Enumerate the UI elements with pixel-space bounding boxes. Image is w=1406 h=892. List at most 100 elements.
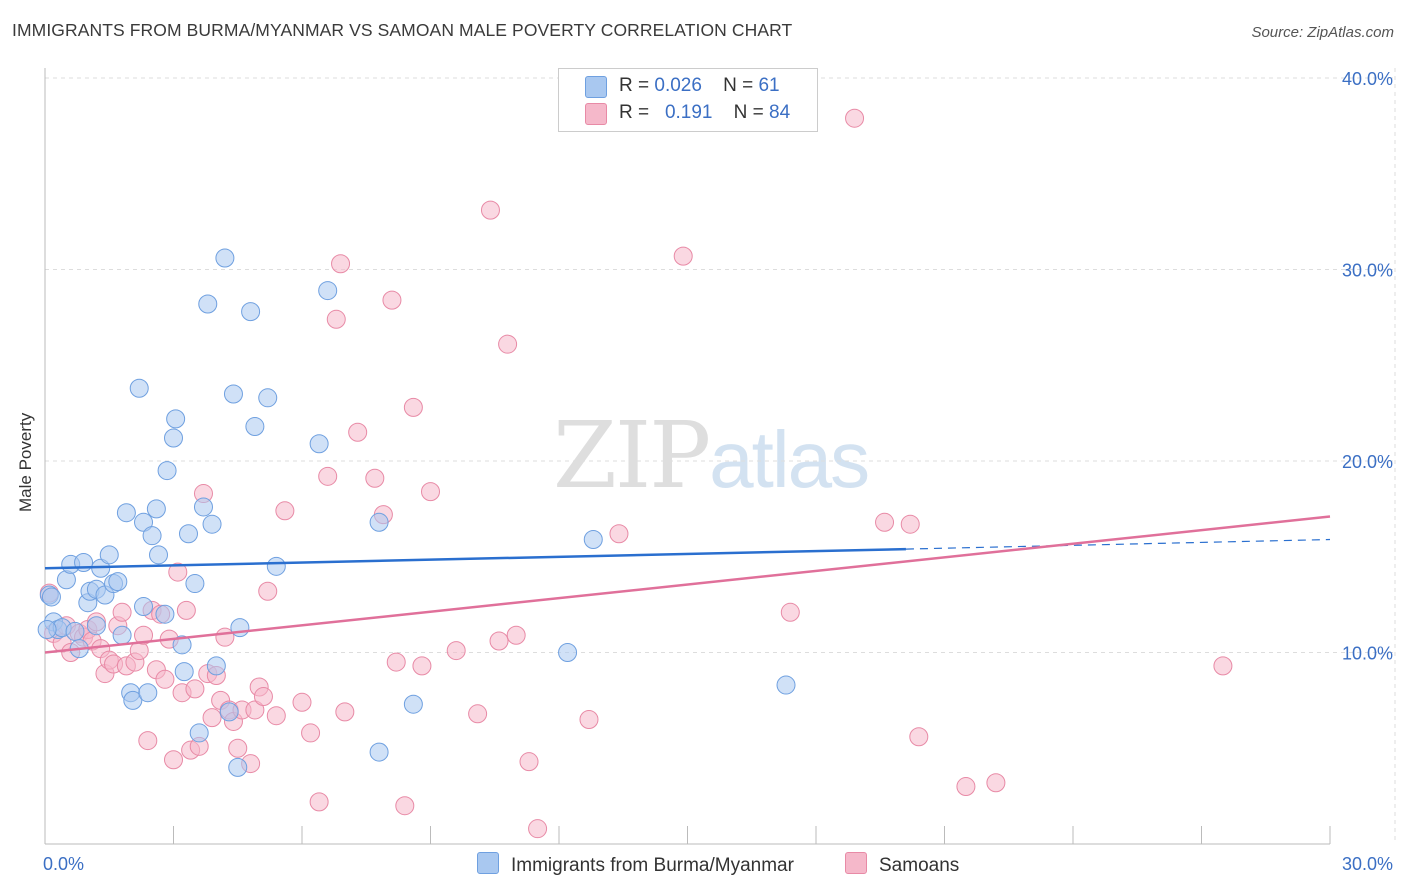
samoans-point [403, 397, 423, 417]
y-tick-label: 30.0% [1342, 261, 1393, 281]
burma-point [174, 662, 194, 682]
samoans-point [134, 625, 154, 645]
samoans-point [155, 669, 175, 689]
burma-point [41, 587, 61, 607]
burma-point [369, 742, 389, 762]
burma-point [74, 552, 94, 572]
burma-point [149, 545, 169, 565]
samoans-point [228, 738, 248, 758]
samoans-point [480, 200, 500, 220]
grid-lines [45, 68, 1396, 844]
samoans-point [382, 290, 402, 310]
legend-item-burma[interactable]: Immigrants from Burma/Myanmar [477, 852, 794, 877]
samoans-point [506, 625, 526, 645]
burma-point [258, 388, 278, 408]
trend-lines [44, 515, 1331, 654]
burma-point [245, 417, 265, 437]
samoans-point [875, 512, 895, 532]
legend-r-value: 0.191 [664, 102, 713, 123]
samoans-point [519, 752, 539, 772]
legend-r-label: R = [619, 102, 650, 123]
samoans-point [245, 700, 265, 720]
burma-point [198, 294, 218, 314]
burma-point [228, 757, 248, 777]
burma-point [112, 625, 132, 645]
burma-point [178, 524, 198, 544]
samoans-point [253, 687, 273, 707]
samoans-point [365, 468, 385, 488]
burma-point [134, 512, 154, 532]
legend-n-label: N = [733, 102, 764, 123]
y-tick-label: 20.0% [1342, 452, 1393, 472]
watermark-atlas: atlas [709, 415, 870, 504]
samoans-point [446, 641, 466, 661]
samoans-point [185, 679, 205, 699]
burma-points [37, 248, 796, 777]
samoans-point [780, 602, 800, 622]
samoans-point [1213, 656, 1233, 676]
samoans-point [318, 466, 338, 486]
legend-label-samoans: Samoans [879, 855, 960, 876]
samoans-point [468, 704, 488, 724]
burma-point [185, 574, 205, 594]
correlation-legend: R = 0.026 N = 61 R = 0.191 N = 84 [558, 68, 818, 132]
legend-r-label: R = [619, 75, 650, 96]
burma-point [202, 514, 222, 534]
burma-point [99, 545, 119, 565]
samoans-point [168, 562, 188, 582]
legend-r-value: 0.026 [654, 75, 702, 96]
samoans-point [609, 524, 629, 544]
burma-point [142, 526, 162, 546]
legend-swatch-burma [477, 852, 499, 874]
samoans-point [301, 723, 321, 743]
burma-trend-extension [905, 538, 1331, 550]
burma-point [123, 690, 143, 710]
legend-swatch-samoans [585, 103, 607, 125]
tick-labels: 10.0% 20.0% 30.0% 40.0% 0.0% 30.0% [43, 69, 1393, 874]
samoans-point [386, 652, 406, 672]
burma-point [155, 604, 175, 624]
axes [44, 68, 1331, 845]
burma-point [189, 723, 209, 743]
samoans-point [395, 796, 415, 816]
samoans-point [164, 750, 183, 770]
watermark-zip: ZIP [553, 402, 711, 509]
legend-n-value: 84 [769, 102, 791, 123]
x-tick-label: 0.0% [43, 854, 84, 874]
samoans-point [112, 602, 132, 622]
burma-point [583, 530, 603, 550]
legend-label-burma: Immigrants from Burma/Myanmar [511, 855, 794, 876]
samoans-point [348, 422, 368, 442]
burma-point [37, 620, 57, 640]
burma-point [318, 281, 338, 301]
burma-point [230, 618, 250, 638]
y-tick-label: 40.0% [1342, 69, 1393, 89]
burma-point [86, 616, 106, 636]
burma-point [129, 378, 149, 398]
legend-swatch-burma [585, 76, 607, 98]
samoans-point [412, 656, 432, 676]
burma-point [776, 675, 796, 695]
burma-point [166, 409, 186, 429]
burma-point [134, 597, 154, 617]
burma-point [369, 512, 389, 532]
legend-swatch-samoans [845, 852, 867, 874]
samoans-point [138, 731, 158, 751]
samoans-point [909, 727, 929, 747]
burma-point [223, 384, 243, 404]
source-label: Source: ZipAtlas.com [1251, 24, 1394, 41]
samoans-point [275, 501, 295, 521]
watermark: ZIPatlas [553, 402, 870, 509]
burma-point [116, 503, 136, 523]
burma-point [108, 572, 128, 592]
burma-point [172, 635, 192, 655]
burma-point [65, 621, 85, 641]
legend-item-samoans[interactable]: Samoans [845, 852, 959, 877]
burma-point [219, 702, 239, 722]
samoans-point [498, 334, 518, 354]
burma-point [146, 499, 166, 519]
samoans-point [673, 246, 693, 266]
samoans-points [39, 108, 1233, 839]
samoans-point [845, 108, 865, 128]
burma-point [266, 556, 286, 576]
